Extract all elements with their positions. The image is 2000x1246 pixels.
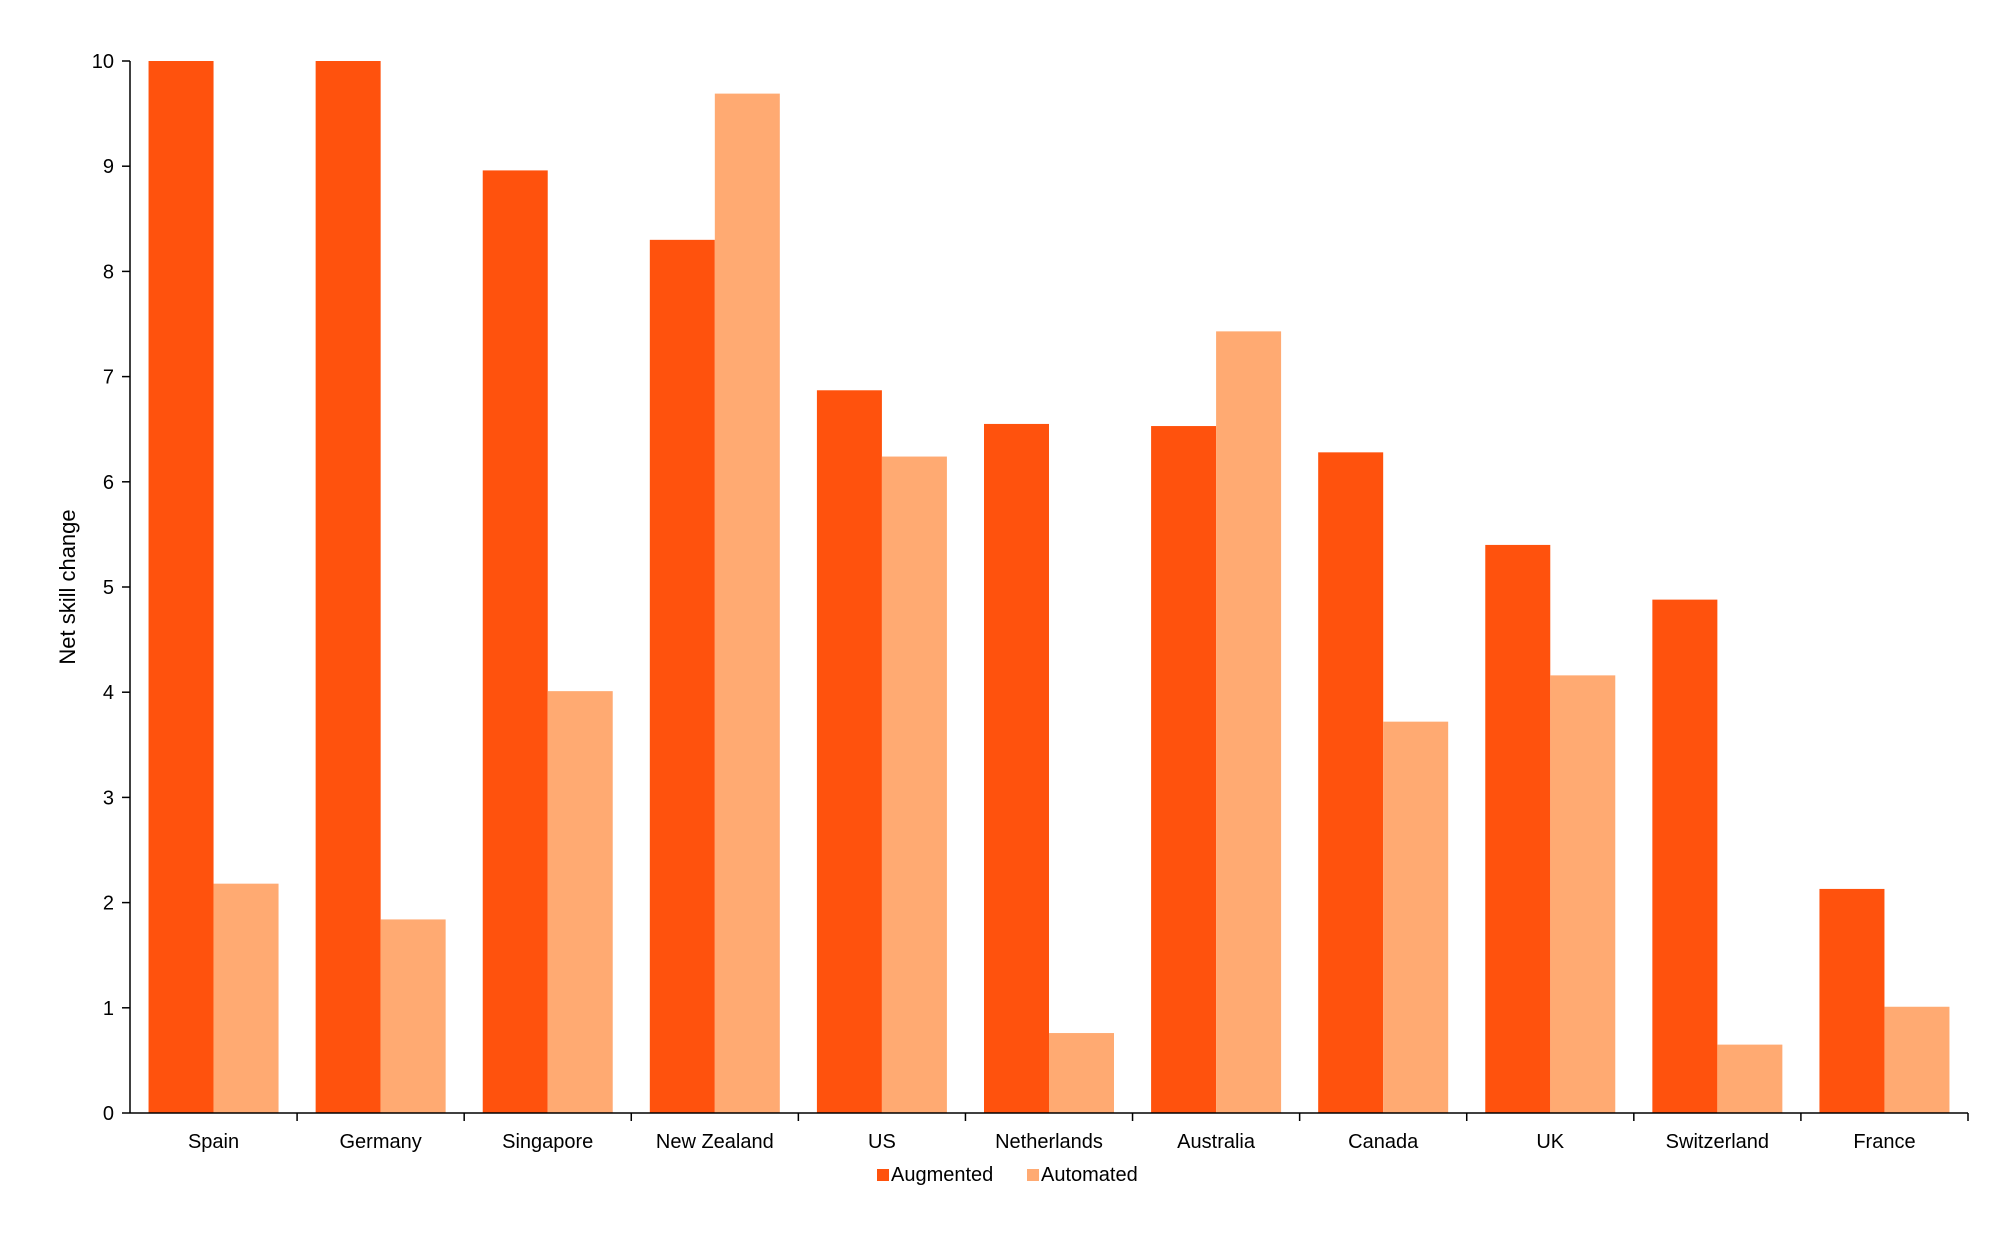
bar-automated-singapore [547,691,613,1113]
bar-automated-netherlands [1049,1033,1114,1113]
x-tick-label: Spain [188,1131,239,1153]
bar-augmented-new-zealand [649,239,715,1114]
y-axis-title: Net skill change [55,509,80,664]
x-tick-label: Netherlands [995,1131,1103,1153]
x-tick-label: Germany [340,1131,422,1153]
y-tick-label: 3 [103,787,114,809]
bar-automated-germany [380,919,446,1113]
bar-augmented-netherlands [984,423,1049,1113]
x-tick-label: US [868,1131,896,1153]
y-tick-label: 9 [103,156,114,178]
y-tick-label: 4 [103,682,114,704]
bar-automated-spain [213,883,279,1113]
bar-automated-switzerland [1717,1044,1783,1113]
y-tick-label: 8 [103,261,114,283]
bars [148,61,1950,1114]
bar-automated-canada [1383,721,1449,1113]
y-tick-label: 6 [103,472,114,494]
legend-swatch-augmented [877,1169,889,1181]
y-tick-label: 1 [103,998,114,1020]
y-tick-label: 2 [103,893,114,915]
bar-augmented-france [1819,888,1885,1113]
x-axis-labels: Spain Germany Singapore New Zealand US Nether… [188,1113,1969,1153]
y-tick-label: 10 [92,51,114,73]
x-tick-label: France [1853,1131,1915,1153]
bar-augmented-canada [1318,452,1384,1113]
y-tick-label: 0 [103,1103,114,1125]
y-tick-label: 7 [103,367,114,389]
y-tick-label: 5 [103,577,114,599]
legend: Augmented Automated [877,1164,1138,1186]
bar-automated-france [1884,1006,1950,1113]
x-tick-label: Singapore [502,1131,593,1153]
x-tick-label: New Zealand [656,1131,774,1153]
bar-automated-australia [1216,331,1282,1113]
legend-label-augmented: Augmented [891,1164,993,1186]
legend-swatch-automated [1027,1169,1039,1181]
bar-augmented-germany [315,61,381,1113]
x-tick-label: Switzerland [1666,1131,1769,1153]
bar-automated-new-zealand [714,93,780,1113]
bar-augmented-australia [1151,426,1217,1113]
y-axis-ticks: 0 1 2 3 4 5 6 7 8 9 10 [92,51,130,1125]
x-tick-label: Australia [1177,1131,1256,1153]
bar-augmented-spain [148,61,214,1113]
x-tick-label: UK [1536,1131,1564,1153]
x-tick-label: Canada [1348,1131,1419,1153]
bar-automated-us [881,456,947,1113]
bar-augmented-us [816,390,882,1113]
bar-augmented-uk [1485,544,1551,1113]
bar-automated-uk [1550,675,1616,1113]
bar-augmented-switzerland [1652,599,1718,1113]
legend-label-automated: Automated [1041,1164,1138,1186]
bar-augmented-singapore [482,170,548,1113]
